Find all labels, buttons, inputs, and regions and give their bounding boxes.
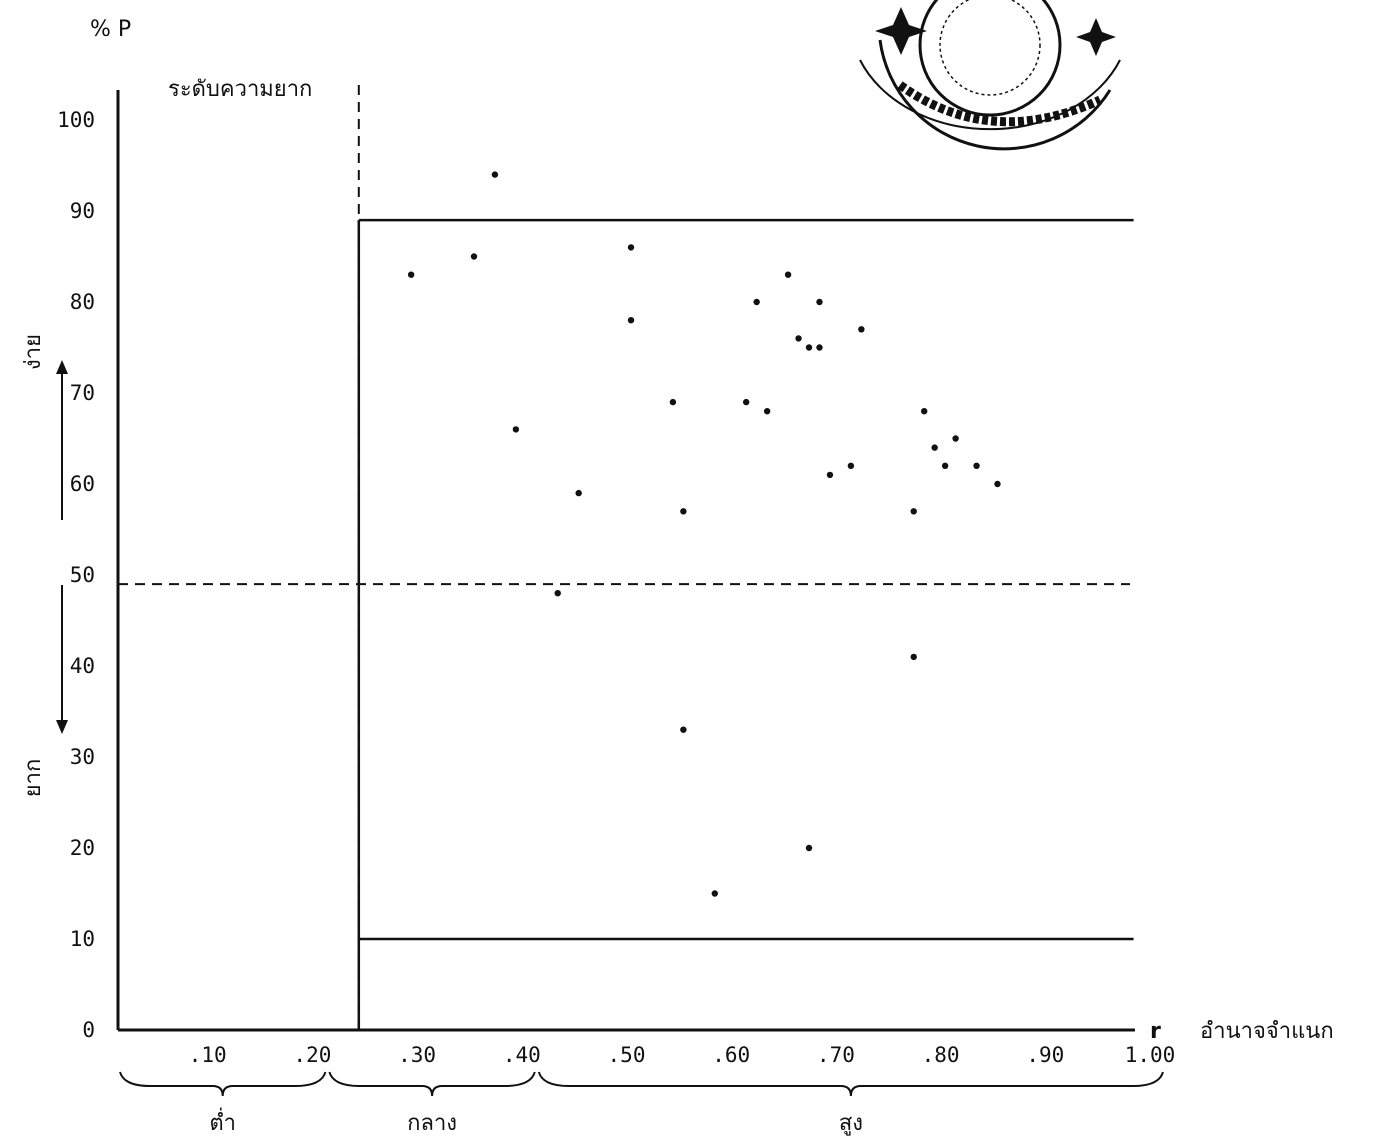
- data-point: [952, 435, 959, 442]
- data-point: [491, 171, 499, 178]
- x-tick-label: .90: [1026, 1043, 1064, 1067]
- data-point: [931, 444, 938, 451]
- difficulty-label: ระดับความยาก: [168, 77, 312, 102]
- x-tick-label: .60: [712, 1043, 750, 1067]
- data-point: [711, 890, 718, 897]
- y-tick-label: 80: [70, 290, 95, 314]
- y-tick-label: 50: [70, 563, 95, 587]
- data-point: [575, 489, 582, 497]
- group-label: สูง: [839, 1111, 863, 1136]
- group-brace: [119, 1071, 327, 1097]
- data-point: [407, 271, 415, 278]
- data-point: [910, 653, 917, 661]
- y-unit-label: % P: [90, 17, 131, 42]
- data-point: [680, 726, 687, 733]
- data-point: [941, 462, 949, 469]
- y-tick-labels: 0 10 20 30 40 50 60 70 80 90 100: [57, 108, 95, 1042]
- x-axis-name: อำนาจจำแนก: [1200, 1019, 1334, 1044]
- group-brace: [328, 1071, 536, 1097]
- data-point: [847, 462, 855, 469]
- y-easy-label: ง่าย: [21, 334, 46, 370]
- y-direction-arrows: [56, 360, 68, 734]
- data-point: [858, 326, 865, 333]
- data-point: [920, 408, 928, 415]
- x-tick-label: .20: [293, 1043, 331, 1067]
- data-point: [805, 844, 813, 852]
- data-point: [753, 298, 760, 306]
- data-point: [994, 480, 1001, 488]
- data-point: [627, 317, 635, 324]
- x-tick-labels: .10 .20 .30 .40 .50 .60 .70 .80 .90 1.00: [189, 1043, 1176, 1067]
- x-tick-label: .10: [189, 1043, 227, 1067]
- data-point: [973, 462, 980, 469]
- x-tick-label: .70: [817, 1043, 855, 1067]
- y-tick-label: 30: [70, 745, 95, 769]
- x-tick-label: .80: [922, 1043, 960, 1067]
- data-points: [407, 171, 1001, 897]
- data-point: [743, 398, 750, 406]
- data-point: [627, 244, 635, 251]
- x-tick-label: .40: [503, 1043, 541, 1067]
- y-tick-label: 90: [70, 199, 95, 223]
- data-point: [669, 398, 677, 406]
- data-point: [826, 471, 834, 479]
- group-label: กลาง: [407, 1111, 457, 1136]
- y-tick-label: 70: [70, 381, 95, 405]
- y-tick-label: 10: [70, 927, 95, 951]
- x-symbol: r: [1150, 1019, 1161, 1044]
- discrimination-groups: ต่ำ กลาง สูง: [119, 1071, 1164, 1136]
- data-point: [816, 298, 823, 306]
- data-point: [784, 271, 792, 278]
- y-tick-label: 100: [57, 108, 95, 132]
- y-tick-label: 0: [82, 1018, 95, 1042]
- data-point: [512, 426, 520, 433]
- x-tick-label: .30: [398, 1043, 436, 1067]
- y-tick-label: 20: [70, 836, 95, 860]
- data-point: [816, 344, 823, 351]
- y-tick-label: 40: [70, 654, 95, 678]
- data-point: [795, 335, 802, 342]
- group-label: ต่ำ: [209, 1107, 236, 1136]
- data-point: [470, 253, 478, 260]
- x-tick-label: .50: [608, 1043, 646, 1067]
- data-point: [763, 408, 771, 415]
- y-hard-label: ยาก: [21, 759, 46, 798]
- data-point: [805, 344, 813, 351]
- y-tick-label: 60: [70, 472, 95, 496]
- reference-lines: [118, 85, 1134, 1030]
- data-point: [910, 508, 917, 515]
- data-point: [554, 590, 561, 597]
- seal-stamp: [859, 0, 1121, 151]
- x-tick-label: 1.00: [1125, 1043, 1176, 1067]
- data-point: [680, 508, 687, 515]
- group-brace: [537, 1071, 1164, 1097]
